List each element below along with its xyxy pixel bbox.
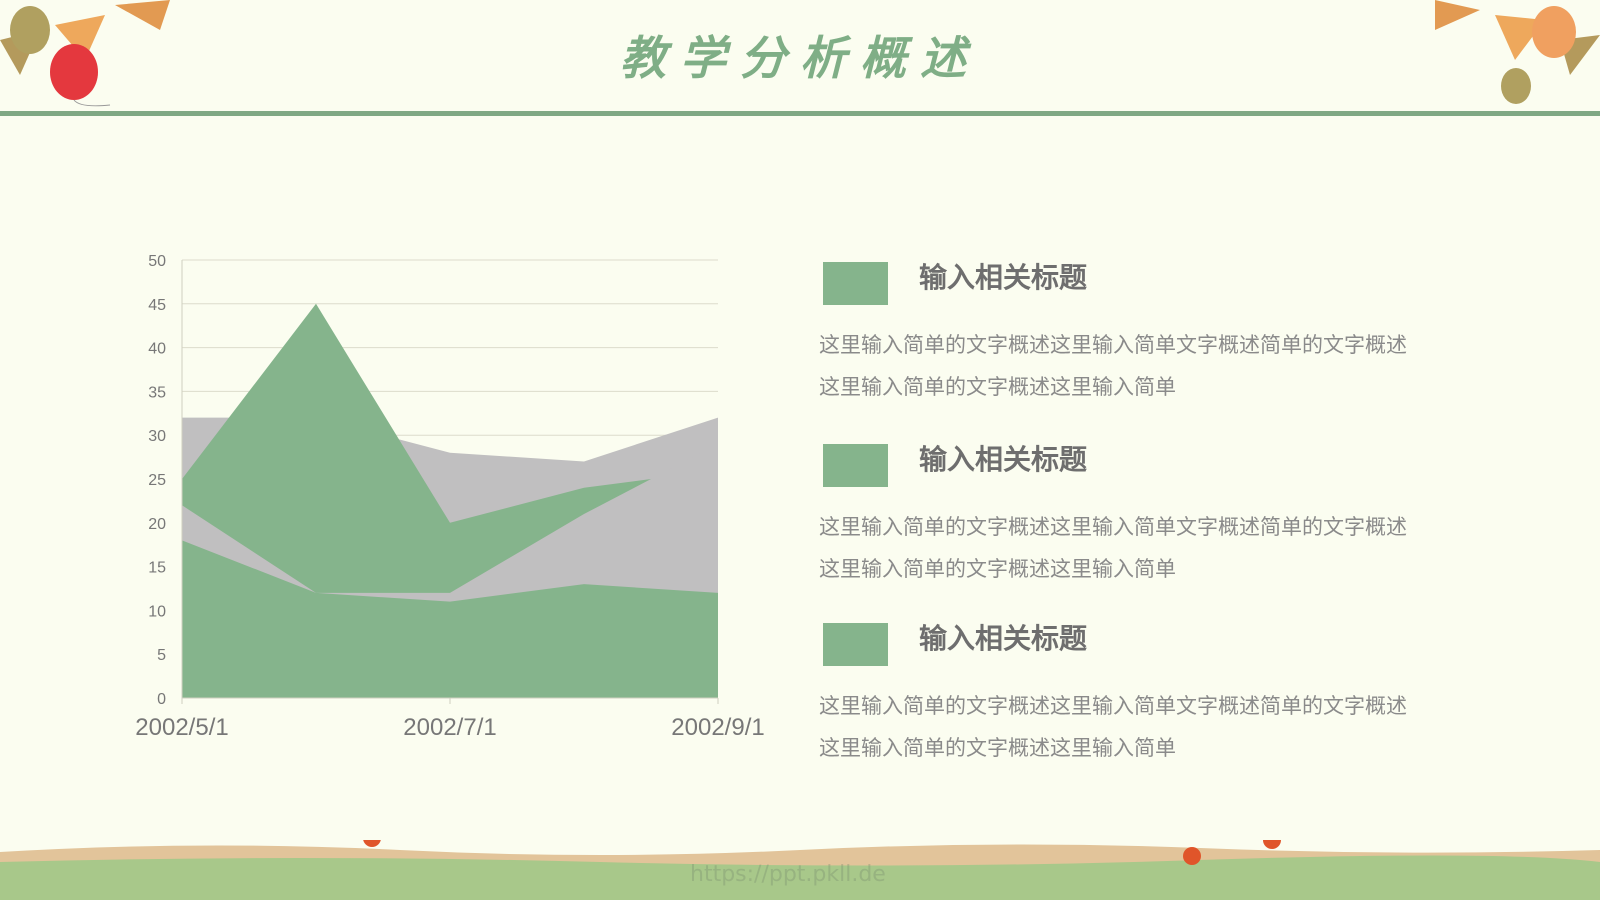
grass-ground-decoration [0, 840, 1600, 900]
y-tick-label: 50 [148, 253, 166, 270]
y-tick-label: 45 [148, 297, 166, 314]
y-tick-label: 25 [148, 472, 166, 489]
body-line: 这里输入简单的文字概述这里输入简单文字概述简单的文字概述 [819, 515, 1407, 539]
y-tick-label: 35 [148, 384, 166, 401]
body-line: 这里输入简单的文字概述这里输入简单 [819, 736, 1176, 760]
block-body: 这里输入简单的文字概述这里输入简单文字概述简单的文字概述 这里输入简单的文字概述这… [819, 324, 1407, 408]
body-line: 这里输入简单的文字概述这里输入简单 [819, 557, 1176, 581]
y-tick-label: 0 [157, 691, 166, 708]
block-heading: 输入相关标题 [919, 443, 1088, 476]
balloons-bunting-left-decoration [0, 0, 170, 107]
body-line: 这里输入简单的文字概述这里输入简单 [819, 375, 1176, 399]
watermark: https://ppt.pkll.de [690, 862, 886, 887]
page-title: 教学分析概述 [620, 31, 980, 85]
y-tick-label: 15 [148, 560, 166, 577]
block-body: 这里输入简单的文字概述这里输入简单文字概述简单的文字概述 这里输入简单的文字概述这… [819, 506, 1407, 590]
title-divider [0, 111, 1600, 116]
area-series-4 [182, 540, 718, 698]
block-heading: 输入相关标题 [919, 261, 1088, 294]
green-square-marker [823, 262, 888, 305]
y-tick-label: 40 [148, 341, 166, 358]
x-tick-label: 2002/9/1 [671, 714, 764, 741]
green-square-marker [823, 623, 888, 666]
area-chart: 0 5 10 15 20 25 30 35 40 45 50 2002/5/1 2002/7/1 2002… [135, 253, 764, 741]
y-tick-label: 10 [148, 603, 166, 620]
green-square-marker [823, 444, 888, 487]
y-tick-label: 20 [148, 516, 166, 533]
x-tick-label: 2002/5/1 [135, 714, 228, 741]
y-tick-label: 30 [148, 428, 166, 445]
block-body: 这里输入简单的文字概述这里输入简单文字概述简单的文字概述 这里输入简单的文字概述这… [819, 685, 1407, 769]
x-tick-label: 2002/7/1 [403, 714, 496, 741]
body-line: 这里输入简单的文字概述这里输入简单文字概述简单的文字概述 [819, 694, 1407, 718]
block-heading: 输入相关标题 [919, 622, 1088, 655]
y-tick-label: 5 [157, 647, 166, 664]
body-line: 这里输入简单的文字概述这里输入简单文字概述简单的文字概述 [819, 333, 1407, 357]
balloons-bunting-right-decoration [1435, 0, 1600, 104]
